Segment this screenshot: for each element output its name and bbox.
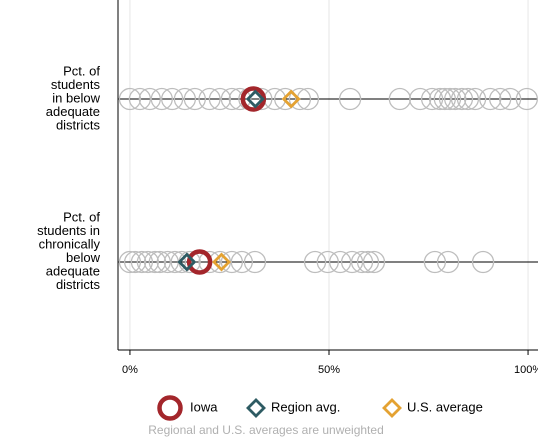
state-point	[479, 87, 502, 111]
average-point	[281, 89, 301, 109]
state-point	[274, 87, 297, 111]
state-point	[208, 87, 232, 111]
state-point	[420, 87, 444, 111]
category-label: districts	[56, 117, 101, 132]
average-point	[245, 89, 265, 109]
x-tick-label: 0%	[122, 364, 138, 376]
state-point	[316, 250, 339, 274]
category-label: districts	[56, 277, 101, 292]
state-point	[438, 87, 462, 111]
average-point	[177, 252, 197, 272]
state-point	[450, 87, 474, 111]
state-point	[183, 87, 206, 111]
state-point	[489, 87, 512, 111]
state-point	[230, 250, 253, 274]
state-point	[433, 87, 456, 111]
state-point	[128, 87, 152, 111]
category-label: in below	[52, 90, 100, 105]
category-label: adequate	[46, 104, 100, 119]
state-point	[340, 250, 364, 274]
category-label: students	[51, 77, 101, 92]
state-point	[136, 250, 160, 274]
average-point	[212, 252, 231, 272]
category-label: below	[66, 250, 101, 265]
state-point	[436, 250, 460, 274]
state-point	[428, 87, 452, 111]
state-point	[148, 250, 171, 274]
state-point	[163, 250, 187, 274]
x-tick-label: 50%	[318, 364, 340, 376]
state-point	[463, 87, 487, 111]
state-point	[123, 250, 147, 274]
legend-label: Region avg.	[271, 399, 340, 414]
x-tick-label: 100%	[514, 364, 538, 376]
state-point	[198, 250, 221, 274]
state-point	[388, 87, 412, 111]
legend-marker	[246, 398, 266, 418]
category-label: chronically	[39, 237, 101, 252]
state-point	[160, 87, 184, 111]
state-point	[303, 250, 327, 274]
state-point	[515, 87, 538, 111]
state-point	[356, 250, 380, 274]
note: Regional and U.S. averages are unweighte…	[148, 423, 384, 437]
state-point	[198, 87, 221, 111]
category-label: Pct. of	[63, 63, 100, 78]
state-point	[456, 87, 480, 111]
state-point	[362, 250, 386, 274]
state-point	[118, 250, 142, 274]
legend-marker	[157, 395, 183, 421]
state-point	[220, 250, 244, 274]
category-label: students in	[37, 223, 100, 238]
state-point	[444, 87, 467, 111]
category-label: adequate	[46, 264, 100, 279]
state-point	[143, 250, 167, 274]
state-point	[423, 250, 447, 274]
state-point	[170, 250, 193, 274]
state-point	[288, 87, 312, 111]
category-label: Pct. of	[63, 210, 100, 225]
state-point	[471, 250, 495, 274]
state-point	[338, 87, 362, 111]
state-point	[130, 250, 154, 274]
iowa-point	[186, 249, 213, 275]
state-point	[409, 87, 432, 111]
legend-label: U.S. average	[407, 399, 483, 414]
state-point	[173, 87, 197, 111]
legend-marker	[382, 398, 402, 418]
state-point	[250, 87, 273, 111]
state-point	[150, 87, 173, 111]
state-point	[498, 87, 522, 111]
state-point	[328, 250, 352, 274]
state-point	[118, 87, 142, 111]
state-point	[243, 250, 267, 274]
legend-label: Iowa	[190, 399, 218, 414]
state-point	[138, 87, 161, 111]
state-point	[350, 250, 374, 274]
